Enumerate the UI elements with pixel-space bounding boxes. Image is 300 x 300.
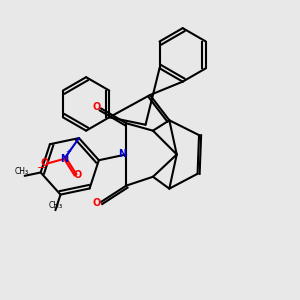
Text: N: N	[118, 149, 126, 160]
Text: +: +	[65, 149, 71, 155]
Text: O: O	[92, 199, 101, 208]
Text: N: N	[60, 154, 68, 164]
Text: −: −	[37, 163, 46, 173]
Text: CH₃: CH₃	[48, 201, 62, 210]
Text: O: O	[41, 158, 49, 168]
Text: O: O	[74, 170, 82, 180]
Text: CH₃: CH₃	[15, 167, 29, 176]
Text: O: O	[92, 102, 101, 112]
